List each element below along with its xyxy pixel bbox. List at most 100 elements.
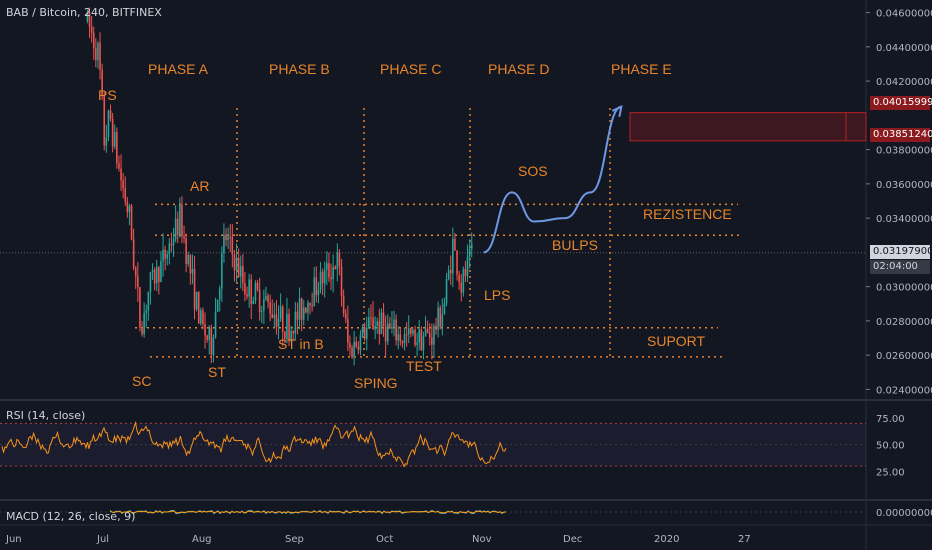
candle-body — [317, 289, 320, 296]
phase-label: PHASE D — [488, 61, 549, 77]
candle-body — [153, 269, 156, 284]
candle-body — [422, 336, 425, 351]
candle-body — [458, 274, 460, 283]
candle-body — [252, 300, 255, 305]
candle-body — [401, 341, 404, 344]
candle-body — [92, 32, 95, 49]
annotation-lps: LPS — [484, 287, 510, 303]
candle-body — [225, 234, 227, 240]
candle-body — [426, 328, 429, 333]
candle-body — [464, 269, 467, 277]
candle-body — [437, 307, 439, 331]
candle-body — [212, 337, 215, 355]
interval-label: 240 — [84, 6, 106, 19]
candle-body — [340, 266, 343, 297]
candle-body — [269, 302, 271, 314]
candle-body — [311, 305, 313, 307]
time-axis-label: Jun — [5, 534, 22, 545]
candle-body — [460, 282, 463, 293]
candle-body — [298, 298, 301, 320]
candle-body — [300, 298, 303, 320]
candle-body — [223, 234, 225, 254]
candle-body — [204, 323, 206, 336]
candle-body — [191, 269, 194, 274]
candle-body — [294, 311, 297, 334]
candle-body — [386, 323, 389, 342]
candle-body — [468, 248, 471, 257]
candle-body — [143, 312, 145, 335]
candle-body — [389, 323, 391, 329]
macd-signal-line — [109, 510, 507, 514]
candle-body — [168, 243, 171, 255]
candle-body — [95, 48, 97, 61]
price-tick-label: 0.02800000 — [876, 317, 932, 328]
candle-body — [216, 299, 219, 312]
candle-body — [176, 218, 179, 236]
phase-label: PHASE E — [611, 61, 672, 77]
candle-body — [202, 310, 204, 324]
candle-body — [99, 42, 101, 70]
candle-body — [470, 243, 473, 249]
candle-body — [208, 327, 211, 340]
candle-body — [372, 317, 374, 330]
price-tick-label: 0.03000000 — [876, 283, 932, 294]
candle-body — [407, 328, 410, 335]
candle-body — [433, 325, 435, 345]
candle-body — [323, 269, 326, 284]
candle-body — [128, 205, 131, 213]
candle-body — [214, 311, 217, 338]
candle-body — [239, 266, 242, 277]
candle-body — [210, 327, 213, 355]
candle-body — [336, 252, 339, 270]
phase-label: PHASE A — [148, 61, 209, 77]
candle-body — [179, 205, 181, 236]
annotation-test: TEST — [406, 358, 442, 374]
candle-body — [286, 313, 288, 339]
candle-body — [101, 69, 103, 95]
candle-body — [244, 283, 246, 295]
candle-body — [235, 257, 238, 271]
price-tick-label: 0.02600000 — [876, 351, 932, 362]
candle-body — [250, 279, 253, 305]
candle-body — [197, 292, 200, 324]
time-axis-label: 27 — [738, 534, 751, 545]
candle-body — [321, 271, 324, 284]
candle-body — [193, 269, 196, 310]
candle-body — [338, 252, 341, 267]
candle-body — [279, 306, 282, 320]
candle-body — [292, 331, 295, 334]
candle-body — [86, 12, 89, 22]
candle-body — [139, 287, 141, 328]
candle-body — [229, 236, 232, 238]
chart-title: BAB / Bitcoin, 240, BITFINEX — [6, 6, 162, 19]
candle-body — [200, 310, 202, 324]
candle-body — [118, 163, 120, 169]
candle-body — [305, 307, 307, 313]
annotation-rezistence: REZISTENCE — [643, 206, 732, 222]
candle-body — [443, 303, 446, 315]
candle-body — [155, 267, 158, 284]
candle-body — [353, 341, 355, 358]
candle-body — [410, 328, 412, 334]
candle-body — [248, 279, 250, 297]
candle-body — [456, 250, 458, 275]
candle-body — [332, 267, 334, 280]
rsi-tick-label: 75.00 — [876, 414, 905, 425]
candle-body — [107, 110, 110, 138]
candle-body — [315, 277, 318, 296]
candle-body — [258, 289, 261, 313]
candle-body — [170, 243, 173, 246]
candle-body — [273, 314, 276, 318]
candle-body — [368, 317, 370, 328]
time-axis-label: Dec — [563, 534, 582, 545]
price-tick-label: 0.03800000 — [876, 146, 932, 157]
candle-body — [137, 276, 139, 288]
candle-body — [122, 180, 124, 189]
candle-body — [109, 110, 112, 119]
price-tick-label: 0.02400000 — [876, 385, 932, 396]
annotation-ar: AR — [190, 178, 209, 194]
candle-body — [361, 327, 364, 335]
candle-body — [447, 270, 450, 280]
candle-body — [189, 255, 192, 274]
